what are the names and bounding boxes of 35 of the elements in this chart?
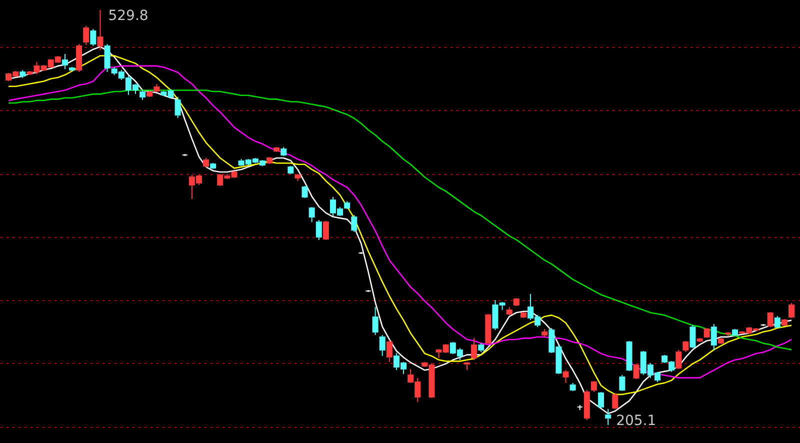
candlestick bbox=[612, 392, 618, 410]
candlestick bbox=[280, 146, 287, 157]
candlestick bbox=[316, 219, 322, 241]
candlestick bbox=[598, 392, 604, 408]
candlestick bbox=[302, 185, 308, 198]
candlestick bbox=[562, 370, 569, 384]
candlestick bbox=[590, 380, 597, 393]
candlestick bbox=[97, 9, 104, 50]
candlestick bbox=[90, 28, 96, 47]
candlestick bbox=[676, 349, 682, 370]
candlestick bbox=[633, 364, 640, 380]
candlestick bbox=[379, 334, 386, 356]
annotation: 205.1 bbox=[616, 412, 656, 429]
candlestick bbox=[351, 214, 358, 232]
candlestick bbox=[605, 408, 612, 426]
candlestick bbox=[104, 43, 110, 72]
candlestick bbox=[690, 324, 696, 349]
candlestick bbox=[704, 327, 710, 338]
candlestick bbox=[372, 306, 378, 336]
candlestick bbox=[471, 337, 478, 361]
candlestick bbox=[767, 311, 774, 328]
candlestick bbox=[710, 324, 717, 350]
candlestick bbox=[174, 96, 181, 118]
candlestick bbox=[140, 89, 146, 100]
candlestick bbox=[308, 206, 315, 223]
candlestick bbox=[774, 315, 780, 328]
annotation: 529.8 bbox=[108, 8, 148, 24]
candlestick bbox=[682, 340, 689, 352]
candlestick bbox=[203, 157, 210, 168]
candlestick bbox=[83, 25, 90, 46]
candlestick bbox=[322, 220, 329, 241]
candlestick bbox=[788, 302, 794, 318]
candlestick bbox=[386, 339, 392, 362]
candlestick bbox=[619, 374, 626, 392]
candlestick bbox=[62, 53, 68, 70]
